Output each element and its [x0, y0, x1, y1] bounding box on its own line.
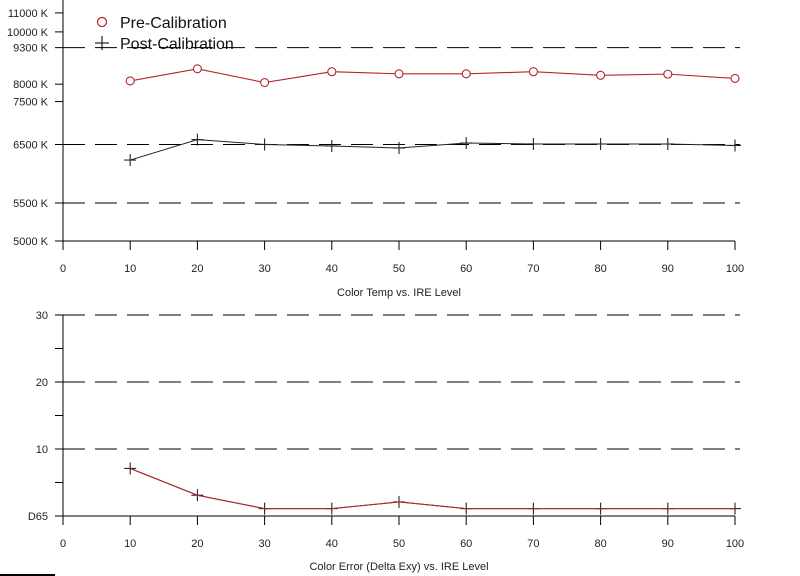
legend-pre-calibration-label: Pre-Calibration [120, 15, 227, 32]
pre-calibration-series-line [129, 467, 735, 510]
x-axis-title: Color Temp vs. IRE Level [337, 287, 461, 299]
x-tick-label: 90 [662, 538, 674, 550]
post-calibration-point [729, 139, 741, 152]
x-tick-label: 100 [726, 263, 744, 275]
x-axis-title: Color Error (Delta Exy) vs. IRE Level [309, 561, 488, 573]
x-tick-label: 60 [460, 538, 472, 550]
y-tick-label: 10000 K [7, 27, 49, 39]
color-error-chart: D65 10 20 30 0 10 20 30 40 50 60 70 80 90 100 Color Err… [28, 310, 744, 573]
legend-post-calibration-label: Post-Calibration [120, 36, 234, 53]
y-tick-label: 5500 K [13, 198, 49, 210]
y-tick-label: 30 [36, 310, 48, 322]
x-tick-label: 10 [124, 263, 136, 275]
post-calibration-series-line [130, 139, 736, 161]
x-tick-label: 40 [326, 538, 338, 550]
x-tick-label: 80 [594, 538, 606, 550]
x-tick-label: 80 [594, 263, 606, 275]
x-tick-label: 90 [662, 263, 674, 275]
x-tick-label: 70 [527, 263, 539, 275]
post-calibration-point [191, 133, 204, 146]
x-tick-label: 70 [527, 538, 539, 550]
post-calibration-point [124, 154, 137, 167]
legend: Pre-Calibration Post-Calibration [95, 15, 234, 53]
x-tick-label: 30 [258, 263, 270, 275]
pre-calibration-point [125, 76, 135, 86]
post-calibration-point [661, 137, 674, 150]
post-calibration-point [460, 137, 473, 150]
y-tick-label: 9300 K [13, 43, 49, 55]
x-tick-label: 0 [60, 538, 66, 550]
x-tick-label: 10 [124, 538, 136, 550]
post-calibration-point [393, 141, 405, 154]
legend-pre-calibration-marker-icon [96, 16, 108, 28]
pre-calibration-point [192, 64, 202, 74]
post-calibration-point [258, 138, 271, 151]
pre-calibration-point [461, 69, 471, 79]
post-calibration-series-line [130, 467, 735, 510]
x-tick-label: 60 [460, 263, 472, 275]
post-calibration-point [325, 139, 338, 152]
post-calibration-point [527, 137, 540, 150]
x-tick-label: 50 [393, 263, 405, 275]
y-tick-label: 11000 K [8, 8, 49, 20]
x-tick-label: 100 [726, 538, 744, 550]
pre-calibration-point [730, 73, 740, 83]
pre-calibration-series-line [130, 68, 736, 84]
y-tick-label: 10 [36, 444, 48, 456]
pre-calibration-point [596, 70, 606, 80]
x-tick-label: 40 [326, 263, 338, 275]
y-tick-label: 20 [36, 377, 48, 389]
pre-calibration-point [327, 67, 337, 77]
pre-calibration-point [663, 69, 673, 79]
x-tick-label: 50 [393, 538, 405, 550]
post-calibration-point [594, 137, 607, 150]
x-tick-label: 20 [191, 263, 203, 275]
pre-calibration-point [260, 77, 270, 88]
x-tick-label: 30 [258, 538, 270, 550]
y-tick-label: 7500 K [13, 97, 49, 109]
x-tick-label: 0 [60, 263, 66, 275]
pre-calibration-point [394, 69, 404, 79]
y-tick-label: 8000 K [13, 79, 49, 91]
x-tick-label: 20 [191, 538, 203, 550]
y-tick-label: D65 [28, 511, 48, 523]
pre-calibration-point [528, 67, 538, 77]
y-tick-label: 5000 K [13, 236, 49, 248]
y-tick-label: 6500 K [13, 139, 49, 151]
